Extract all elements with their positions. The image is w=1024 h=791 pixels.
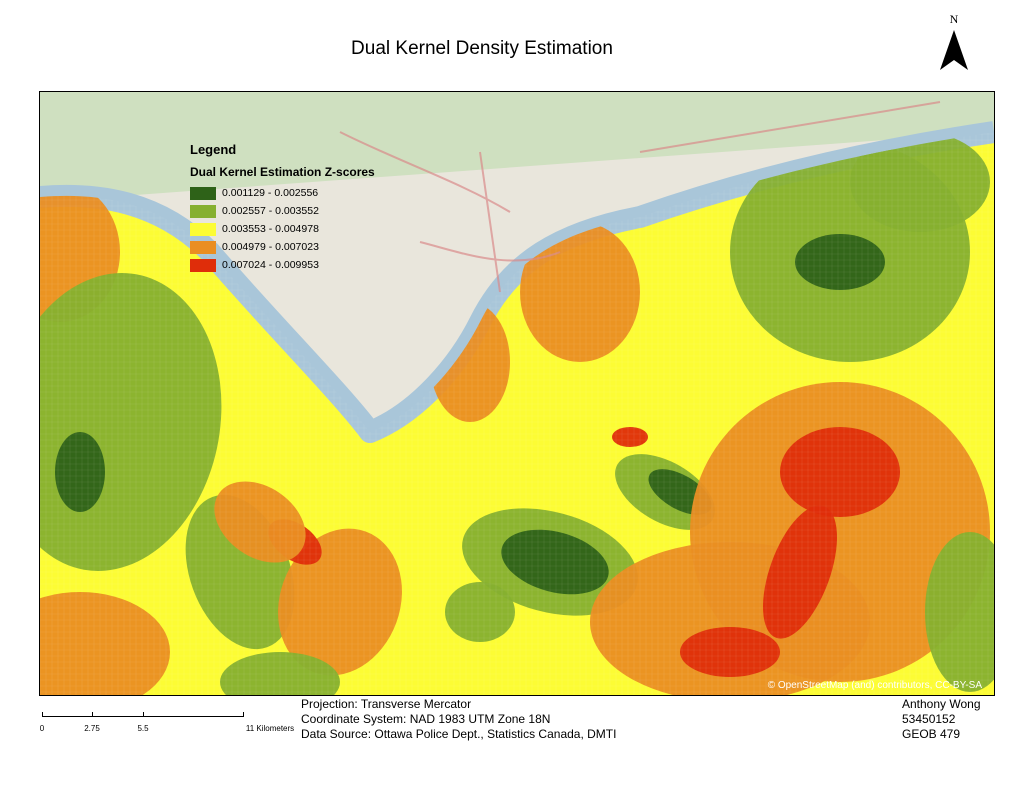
density-zone [220, 652, 340, 695]
north-arrow: N [938, 12, 970, 74]
legend: Legend Dual Kernel Estimation Z-scores 0… [190, 142, 375, 274]
density-zone [40, 592, 170, 695]
density-zone [612, 427, 648, 447]
density-zone [501, 529, 609, 595]
coordinate-system-text: Coordinate System: NAD 1983 UTM Zone 18N [301, 712, 551, 726]
density-zone [445, 582, 515, 642]
legend-label: 0.001129 - 0.002556 [222, 187, 319, 199]
density-zone [278, 528, 402, 676]
scale-label: 2.75 [84, 724, 100, 733]
density-zone [850, 132, 990, 232]
legend-label: 0.003553 - 0.004978 [222, 223, 319, 235]
density-zone [214, 481, 306, 563]
legend-item: 0.001129 - 0.002556 [190, 184, 375, 202]
map-attribution: © OpenStreetMap (and) contributors, CC-B… [767, 680, 982, 691]
scale-tick [92, 712, 93, 717]
scale-tick [243, 712, 244, 717]
north-arrow-icon [940, 30, 968, 70]
scale-tick [143, 712, 144, 717]
legend-item: 0.003553 - 0.004978 [190, 220, 375, 238]
legend-label: 0.004979 - 0.007023 [222, 241, 319, 253]
scale-label: 0 [39, 724, 45, 733]
projection-text: Projection: Transverse Mercator [301, 697, 472, 711]
legend-swatch [190, 258, 216, 272]
scale-tick [42, 712, 43, 717]
density-surface [40, 92, 994, 695]
legend-subtitle: Dual Kernel Estimation Z-scores [190, 165, 375, 179]
density-zone [40, 273, 222, 571]
north-label: N [949, 12, 959, 26]
density-zone [520, 222, 640, 362]
scale-bar: 0 2.75 5.5 11 Kilometers [40, 712, 320, 742]
density-zone [925, 532, 994, 692]
density-zone [780, 427, 900, 517]
student-id: 53450152 [902, 712, 956, 726]
map-frame[interactable]: Legend Dual Kernel Estimation Z-scores 0… [39, 91, 995, 696]
course-code: GEOB 479 [902, 727, 961, 741]
legend-title: Legend [190, 142, 237, 157]
density-zone [680, 627, 780, 677]
density-zone [795, 234, 885, 290]
legend-swatch [190, 240, 216, 254]
density-zone [55, 432, 105, 512]
data-source-text: Data Source: Ottawa Police Dept., Statis… [301, 727, 617, 741]
legend-label: 0.007024 - 0.009953 [222, 259, 319, 271]
density-zone [763, 505, 837, 639]
scale-label: 11 Kilometers [245, 724, 295, 733]
legend-swatch [190, 204, 216, 218]
legend-swatch [190, 186, 216, 200]
legend-item: 0.004979 - 0.007023 [190, 238, 375, 256]
author-name: Anthony Wong [902, 697, 981, 711]
legend-item: 0.002557 - 0.003552 [190, 202, 375, 220]
map-metadata: Projection: Transverse Mercator Coordina… [301, 697, 616, 742]
author-block: Anthony Wong 53450152 GEOB 479 [902, 697, 981, 742]
scale-label: 5.5 [137, 724, 149, 733]
legend-label: 0.002557 - 0.003552 [222, 205, 319, 217]
map-title: Dual Kernel Density Estimation [351, 38, 613, 59]
legend-swatch [190, 222, 216, 236]
legend-item: 0.007024 - 0.009953 [190, 256, 375, 274]
